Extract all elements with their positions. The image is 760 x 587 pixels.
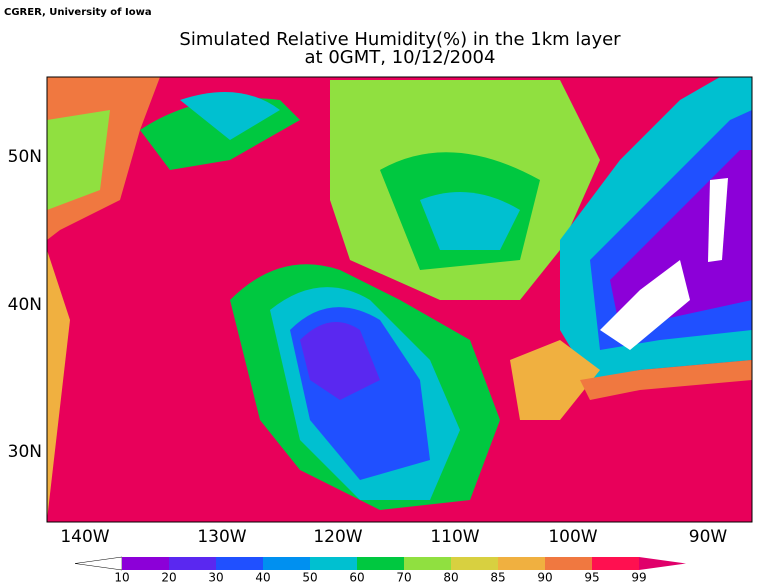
latitude-label: 30N: [8, 442, 42, 462]
colorbar-swatch: [122, 557, 169, 570]
title: Simulated Relative Humidity(%) in the 1k…: [179, 29, 621, 50]
colorbar-swatch: [169, 557, 216, 570]
colorbar: 10 20 30 40 50 60 70 80 85 90 95 99: [74, 556, 686, 585]
colorbar-label: 90: [537, 571, 552, 585]
latitude-labels: 50N 40N 30N: [8, 147, 42, 462]
longitude-label: 90W: [689, 527, 728, 547]
colorbar-swatch: [357, 557, 404, 570]
colorbar-swatch: [498, 557, 545, 570]
colorbar-swatch: [451, 557, 498, 570]
colorbar-swatch: [310, 557, 357, 570]
humidity-field: [47, 77, 752, 522]
colorbar-label: 99: [631, 571, 646, 585]
credit: CGRER, University of Iowa: [4, 7, 152, 18]
subtitle: at 0GMT, 10/12/2004: [305, 47, 496, 68]
latitude-label: 50N: [8, 147, 42, 167]
colorbar-label: 10: [114, 571, 129, 585]
longitude-label: 100W: [548, 527, 597, 547]
longitude-label: 110W: [430, 527, 479, 547]
colorbar-label: 20: [161, 571, 176, 585]
longitude-label: 120W: [313, 527, 362, 547]
colorbar-swatch: [263, 557, 310, 570]
colorbar-swatch: [216, 557, 263, 570]
colorbar-label: 40: [255, 571, 270, 585]
colorbar-label: 80: [443, 571, 458, 585]
map-frame: [46, 76, 753, 523]
colorbar-label: 50: [302, 571, 317, 585]
longitude-label: 140W: [60, 527, 109, 547]
longitude-labels: 140W 130W 120W 110W 100W 90W: [60, 527, 727, 547]
colorbar-swatch: [545, 557, 592, 570]
latitude-label: 40N: [8, 295, 42, 315]
colorbar-arrow-high: [639, 557, 686, 570]
colorbar-swatch: [592, 557, 639, 570]
colorbar-label: 85: [490, 571, 505, 585]
colorbar-arrow-low: [74, 556, 123, 571]
colorbar-swatch: [404, 557, 451, 570]
longitude-label: 130W: [197, 527, 246, 547]
colorbar-label: 60: [349, 571, 364, 585]
colorbar-label: 70: [396, 571, 411, 585]
colorbar-label: 30: [208, 571, 223, 585]
colorbar-label: 95: [584, 571, 599, 585]
